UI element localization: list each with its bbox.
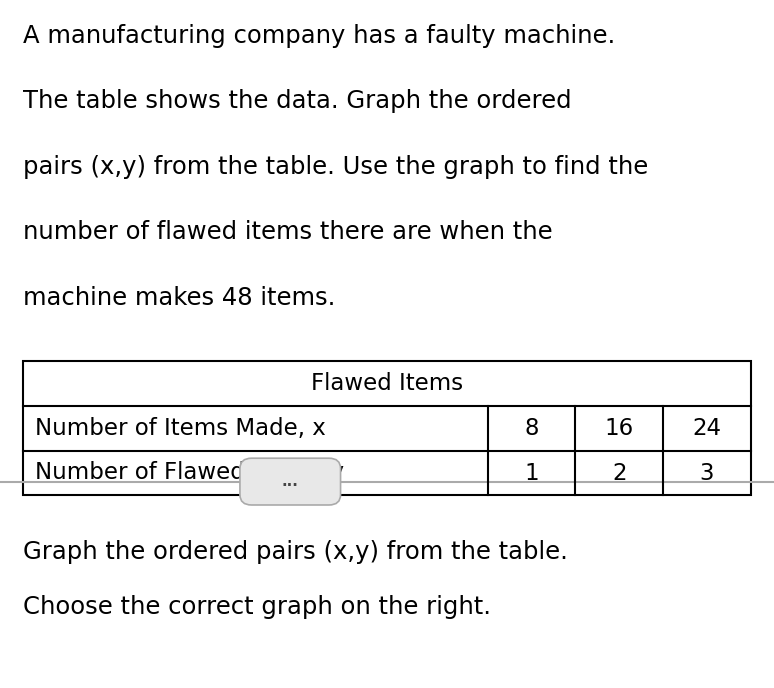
Text: pairs (x,y) from the table. Use the graph to find the: pairs (x,y) from the table. Use the grap… [23, 155, 649, 179]
Text: 16: 16 [604, 417, 634, 440]
Text: The table shows the data. Graph the ordered: The table shows the data. Graph the orde… [23, 89, 572, 114]
Text: 8: 8 [524, 417, 539, 440]
FancyBboxPatch shape [240, 458, 341, 505]
Text: 2: 2 [612, 462, 626, 484]
Text: ...: ... [282, 474, 299, 489]
Text: A manufacturing company has a faulty machine.: A manufacturing company has a faulty mac… [23, 24, 615, 48]
Text: Graph the ordered pairs (x,y) from the table.: Graph the ordered pairs (x,y) from the t… [23, 540, 568, 564]
Text: 1: 1 [524, 462, 539, 484]
Text: 3: 3 [700, 462, 714, 484]
Text: Number of Flawed Items, y: Number of Flawed Items, y [35, 462, 344, 484]
FancyBboxPatch shape [23, 361, 751, 495]
Text: Flawed Items: Flawed Items [311, 372, 463, 395]
Text: Choose the correct graph on the right.: Choose the correct graph on the right. [23, 595, 491, 619]
Text: Number of Items Made, x: Number of Items Made, x [35, 417, 326, 440]
Text: 24: 24 [693, 417, 721, 440]
Text: machine makes 48 items.: machine makes 48 items. [23, 286, 336, 310]
Text: number of flawed items there are when the: number of flawed items there are when th… [23, 220, 553, 244]
